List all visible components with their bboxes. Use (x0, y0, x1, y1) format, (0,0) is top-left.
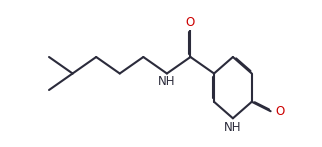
Text: O: O (186, 16, 195, 29)
Text: NH: NH (158, 75, 175, 88)
Text: O: O (275, 105, 285, 118)
Text: NH: NH (224, 121, 242, 134)
